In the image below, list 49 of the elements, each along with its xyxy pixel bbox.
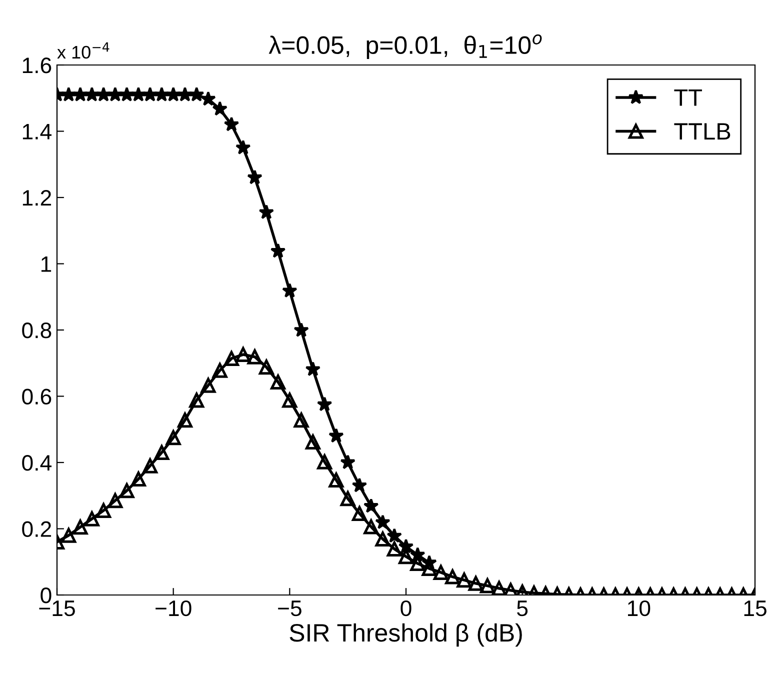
y-tick-label: 1.6 [22, 58, 52, 74]
point [166, 86, 181, 102]
y-tick-label: 0.2 [22, 521, 52, 538]
x-tick-label: 15 [744, 600, 766, 616]
y-tick-label: 1.4 [22, 124, 52, 140]
point [200, 91, 216, 106]
x-axis-title: SIR Threshold β (dB) [290, 623, 522, 647]
legend-label: TTLB [674, 123, 730, 140]
point [316, 396, 332, 412]
x-tick-label: 10 [628, 600, 650, 616]
text: x 10$^{−4}$ [57, 42, 110, 59]
x-tick-label: 5 [517, 600, 528, 616]
legend-label: TT [674, 89, 702, 106]
point [235, 140, 251, 154]
point [188, 86, 204, 102]
point [258, 204, 274, 220]
x-tick-label: −5 [278, 600, 302, 616]
y-tick-label: 1 [41, 256, 52, 272]
point [282, 282, 298, 298]
point [224, 116, 240, 132]
point [270, 243, 286, 258]
y-tick-label: 1.2 [22, 190, 52, 206]
point [177, 86, 193, 102]
point [130, 86, 146, 102]
point [305, 361, 321, 376]
point [60, 86, 76, 102]
point [108, 86, 123, 102]
x-tick-label: −10 [156, 600, 192, 616]
point [96, 86, 112, 102]
point [154, 86, 170, 102]
point [294, 322, 309, 337]
point [375, 514, 390, 530]
point [72, 86, 88, 102]
point [386, 528, 402, 543]
point [328, 428, 344, 443]
point [363, 498, 379, 513]
point [119, 86, 134, 102]
y-tick-label: 0.4 [22, 455, 52, 471]
point [212, 101, 228, 116]
chart-title: λ=0.05, p=0.01, θ$_{1}$=10$^{o}$ [268, 34, 542, 59]
point [352, 478, 368, 492]
point [398, 538, 414, 554]
y-tick-label: 0.6 [22, 388, 52, 405]
point [247, 170, 262, 184]
y-tick-label: 0.8 [22, 322, 52, 338]
point [142, 86, 158, 102]
x-tick-label: 0 [400, 600, 412, 616]
point [340, 454, 356, 470]
point [84, 86, 100, 102]
